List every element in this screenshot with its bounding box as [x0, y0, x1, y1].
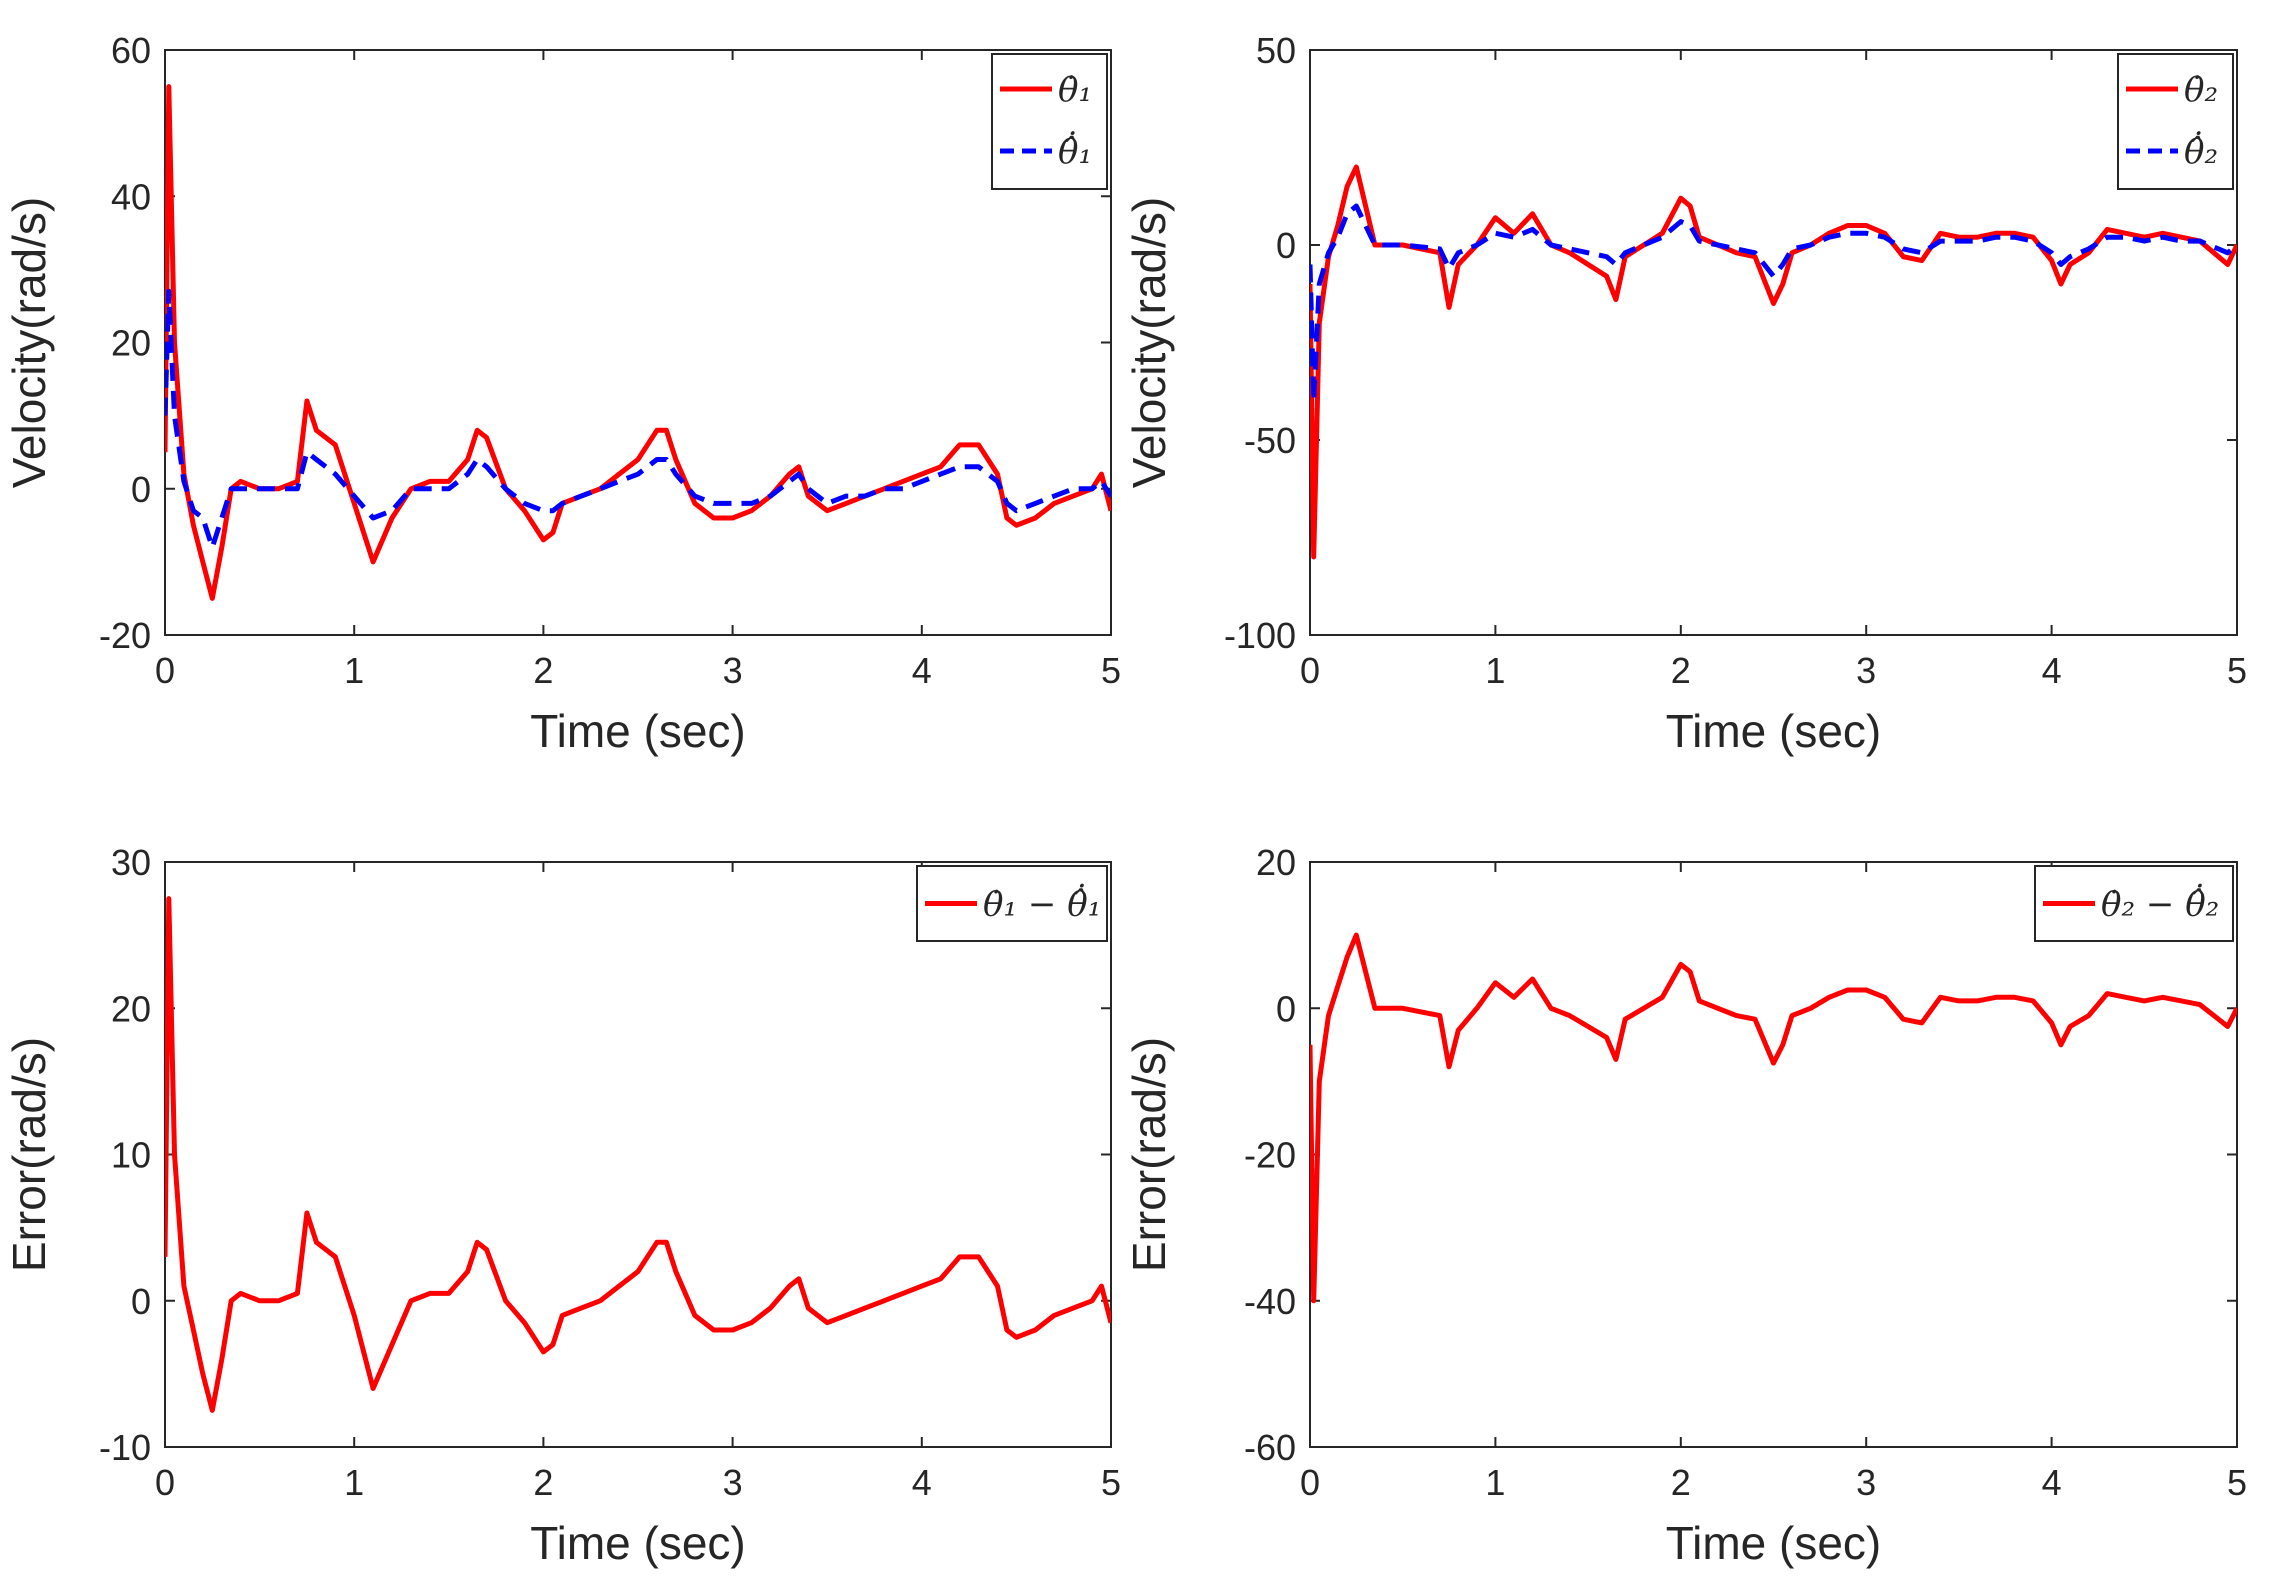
legend: θ̇₂ − θ̂̇₂ [2034, 865, 2234, 942]
chart-panel-4: 0 1 2 3 4 5 -60 -40 -20 0 20 Time (sec) Error(rad/s)… [1123, 842, 2247, 1569]
y-tick-label: -20 [99, 615, 151, 656]
x-tick-label: 4 [2042, 1462, 2062, 1503]
legend-box [991, 53, 1108, 190]
legend-label: θ̇₁ [1058, 70, 1092, 110]
x-tick-label: 2 [533, 1462, 553, 1503]
chart-panel-2: 0 1 2 3 4 5 -100 -50 0 50 Time (sec) Velocity(rad/s… [1123, 30, 2247, 757]
y-tick-label: -100 [1224, 615, 1296, 656]
series-line-1 [1310, 932, 2237, 1304]
legend: θ̇₁ − θ̂̇₁ [916, 865, 1108, 942]
y-axis-label: Error(rad/s) [3, 1037, 55, 1272]
x-tick-label: 3 [1856, 650, 1876, 691]
series-line-2 [1310, 203, 2237, 404]
x-tick-label: 1 [344, 650, 364, 691]
y-tick-label: -10 [99, 1427, 151, 1468]
x-tick-label: 3 [1856, 1462, 1876, 1503]
legend: θ̇₁ θ̂̇₁ [991, 53, 1108, 190]
x-tick-label: 3 [723, 1462, 743, 1503]
plot-area [1309, 49, 2238, 636]
y-tick-label: 0 [131, 469, 151, 510]
x-tick-label: 3 [723, 650, 743, 691]
x-tick-label: 2 [1671, 1462, 1691, 1503]
x-tick-label: 5 [1101, 650, 1121, 691]
y-axis-label: Velocity(rad/s) [3, 197, 55, 488]
x-tick-label: 2 [1671, 650, 1691, 691]
plot-area [1309, 861, 2238, 1448]
x-tick-label: 4 [912, 1462, 932, 1503]
legend-label: θ̇₂ [2184, 70, 2218, 110]
x-axis-label: Time (sec) [530, 705, 746, 757]
series-line-1 [1310, 164, 2237, 560]
series-line-1 [165, 896, 1111, 1413]
x-tick-label: 0 [155, 1462, 175, 1503]
y-tick-label: 20 [111, 988, 151, 1029]
x-tick-label: 5 [1101, 1462, 1121, 1503]
plot-area [164, 49, 1112, 636]
y-tick-label: 40 [111, 176, 151, 217]
y-tick-label: 30 [111, 842, 151, 883]
y-tick-label: -40 [1244, 1281, 1296, 1322]
legend-label: θ̂̇₁ [1058, 131, 1092, 172]
legend-box [916, 865, 1108, 942]
x-axis-label: Time (sec) [1666, 1517, 1882, 1569]
legend-box [2117, 53, 2234, 190]
y-tick-label: 20 [1256, 842, 1296, 883]
y-tick-label: 0 [131, 1281, 151, 1322]
y-tick-label: 0 [1276, 225, 1296, 266]
x-tick-label: 0 [1300, 650, 1320, 691]
x-tick-label: 5 [2227, 650, 2247, 691]
y-tick-label: -20 [1244, 1135, 1296, 1176]
y-tick-label: 50 [1256, 30, 1296, 71]
y-tick-label: 60 [111, 30, 151, 71]
x-tick-label: 5 [2227, 1462, 2247, 1503]
x-tick-label: 4 [912, 650, 932, 691]
y-tick-label: 20 [111, 323, 151, 364]
legend-label: θ̇₂ − θ̂̇₂ [2101, 884, 2219, 925]
plot-area [164, 861, 1112, 1448]
x-tick-label: 0 [1300, 1462, 1320, 1503]
legend: θ̇₂ θ̂̇₂ [2117, 53, 2234, 190]
y-axis-label: Velocity(rad/s) [1123, 197, 1175, 488]
x-tick-label: 1 [344, 1462, 364, 1503]
legend-label: θ̇₁ − θ̂̇₁ [983, 884, 1101, 925]
y-tick-label: 0 [1276, 988, 1296, 1029]
x-axis-label: Time (sec) [530, 1517, 746, 1569]
x-axis-label: Time (sec) [1666, 705, 1882, 757]
y-tick-label: -60 [1244, 1427, 1296, 1468]
x-tick-label: 4 [2042, 650, 2062, 691]
y-axis-label: Error(rad/s) [1123, 1037, 1175, 1272]
x-tick-label: 0 [155, 650, 175, 691]
y-tick-label: -50 [1244, 420, 1296, 461]
series-line-2 [165, 288, 1111, 550]
x-tick-label: 2 [533, 650, 553, 691]
x-tick-label: 1 [1485, 1462, 1505, 1503]
x-tick-label: 1 [1485, 650, 1505, 691]
y-tick-label: 10 [111, 1135, 151, 1176]
legend-label: θ̂̇₂ [2184, 131, 2218, 172]
